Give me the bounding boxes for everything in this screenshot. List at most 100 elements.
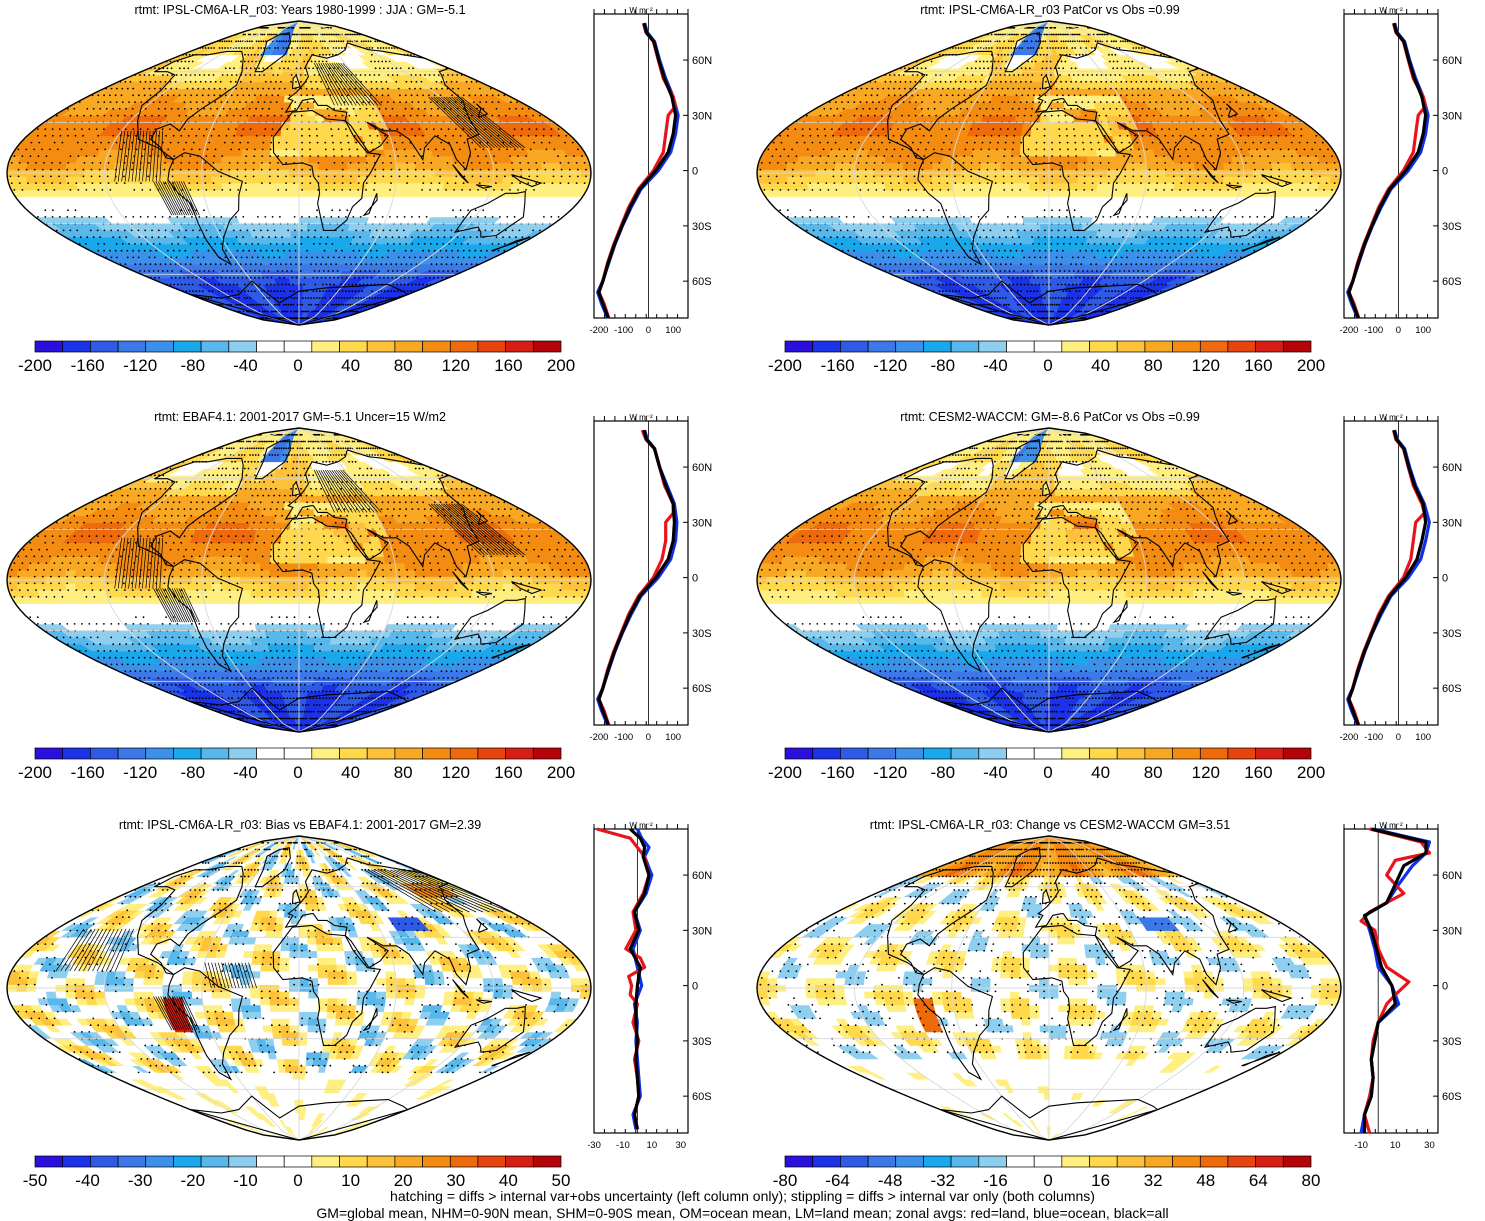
colorbar-label: 10 — [341, 1171, 360, 1191]
colorbar-swatch — [311, 1155, 340, 1168]
x-tick-label: 30 — [1424, 1140, 1435, 1151]
colorbar-swatch — [283, 747, 313, 760]
panel-6: rtmt: IPSL-CM6A-LR_r03: Change vs CESM2-… — [750, 815, 1485, 1215]
colorbar-swatch — [867, 747, 897, 760]
panel-title: rtmt: EBAF4.1: 2001-2017 GM=-5.1 Uncer=1… — [154, 410, 446, 424]
footer-line-1: hatching = diffs > internal var+obs unce… — [0, 1188, 1485, 1204]
hatching — [114, 469, 526, 623]
colorbar-label: 64 — [1249, 1171, 1268, 1191]
coastlines — [137, 847, 543, 1140]
colorbar-swatch — [895, 340, 924, 353]
x-tick-label: 0 — [646, 732, 651, 743]
colorbar-label: 80 — [394, 763, 413, 783]
colorbar-swatch — [1172, 340, 1201, 353]
lat-tick-label: 30S — [1442, 1036, 1462, 1048]
colorbar-label: -80 — [931, 763, 956, 783]
colorbar-label: 40 — [1091, 763, 1110, 783]
colorbar-swatch — [449, 1155, 479, 1168]
x-tick-label: -10 — [616, 1140, 630, 1151]
colorbar-label: 20 — [394, 1171, 413, 1191]
colorbar-swatch — [477, 747, 506, 760]
robinson-map — [6, 427, 592, 733]
colorbar-label: -40 — [983, 356, 1008, 376]
stippling — [9, 433, 587, 727]
colorbar-swatch — [923, 1155, 952, 1168]
zonal-series-ocean — [1346, 22, 1430, 319]
colorbar-swatch — [923, 340, 952, 353]
colorbar-label: -30 — [128, 1171, 153, 1191]
colorbar-swatch — [784, 747, 814, 760]
colorbar-label: -40 — [983, 763, 1008, 783]
unit-label: W m⁻² — [1379, 413, 1403, 422]
colorbar-swatch — [867, 1155, 897, 1168]
x-tick-label: 0 — [1396, 732, 1401, 743]
colorbar-swatch — [200, 1155, 230, 1168]
colorbar-swatch — [1116, 340, 1146, 353]
colorbar-swatch — [812, 1155, 841, 1168]
lat-tick-label: 0 — [1442, 573, 1448, 585]
colorbar-label: -48 — [878, 1171, 903, 1191]
colorbar-label: 0 — [1043, 356, 1052, 376]
colorbar-label: -120 — [873, 356, 907, 376]
colorbar-swatch — [784, 340, 814, 353]
lat-tick-label: 30S — [692, 1036, 712, 1048]
colorbar-swatch — [840, 747, 869, 760]
colorbar-swatch — [1089, 1155, 1118, 1168]
lat-tick-label: 0 — [1442, 166, 1448, 178]
x-tick-label: 10 — [647, 1140, 658, 1151]
zonal-series-all — [1347, 429, 1428, 726]
colorbar-swatch — [505, 1155, 534, 1168]
x-tick-label: -200 — [589, 732, 608, 743]
colorbar-swatch — [422, 1155, 451, 1168]
lat-tick-label: 60N — [692, 55, 712, 67]
colorbar-swatch — [950, 1155, 980, 1168]
colorbar-swatch — [1089, 747, 1118, 760]
colorbar — [784, 340, 1312, 353]
colorbar-swatch — [1255, 747, 1284, 760]
zonal-mean-plot: 60N 30N 0 30S 60S W m⁻² -30 -10 10 30 — [588, 821, 712, 1151]
colorbar-label: -64 — [825, 1171, 850, 1191]
lat-tick-label: 60N — [692, 462, 712, 474]
colorbar-label: 40 — [499, 1171, 518, 1191]
colorbar-label: -40 — [233, 763, 258, 783]
colorbar-swatch — [339, 340, 368, 353]
coastlines — [887, 847, 1293, 1140]
colorbar-label: 0 — [293, 763, 302, 783]
panel-title: rtmt: IPSL-CM6A-LR_r03: Bias vs EBAF4.1:… — [119, 818, 481, 832]
colorbar-swatch — [283, 340, 313, 353]
graticule — [757, 21, 1341, 325]
lat-tick-label: 60S — [1442, 1091, 1462, 1103]
lat-tick-label: 60S — [1442, 683, 1462, 695]
colorbar — [34, 340, 562, 353]
colorbar-swatch — [145, 747, 174, 760]
colorbar-swatch — [1172, 747, 1201, 760]
colorbar-swatch — [1227, 340, 1256, 353]
hatching — [55, 869, 524, 1031]
x-tick-label: -10 — [1354, 1140, 1368, 1151]
panel-1: rtmt: IPSL-CM6A-LR_r03: Years 1980-1999 … — [0, 0, 735, 400]
colorbar-label: -80 — [773, 1171, 798, 1191]
colorbar-label: -10 — [233, 1171, 258, 1191]
colorbar-swatch — [117, 1155, 147, 1168]
lat-tick-label: 30N — [1442, 110, 1462, 122]
colorbar-swatch — [950, 747, 980, 760]
x-tick-label: -200 — [1339, 732, 1358, 743]
x-tick-label: -200 — [589, 325, 608, 336]
colorbar-swatch — [895, 747, 924, 760]
colorbar-swatch — [339, 1155, 368, 1168]
lat-tick-label: 60S — [692, 1091, 712, 1103]
colorbar-label: 0 — [293, 356, 302, 376]
colorbar — [34, 1155, 562, 1168]
colorbar-swatch — [505, 747, 534, 760]
colorbar-swatch — [1282, 747, 1312, 760]
colorbar-swatch — [1227, 747, 1256, 760]
lat-tick-label: 60N — [1442, 870, 1462, 882]
colorbar-label: -200 — [768, 763, 802, 783]
colorbar-swatch — [366, 747, 396, 760]
panel-title: rtmt: IPSL-CM6A-LR_r03 PatCor vs Obs =0.… — [920, 3, 1179, 17]
colorbar-swatch — [1255, 340, 1284, 353]
colorbar-swatch — [256, 1155, 285, 1168]
colorbar-label: -80 — [181, 356, 206, 376]
colorbar-swatch — [1061, 340, 1090, 353]
colorbar-swatch — [895, 1155, 924, 1168]
